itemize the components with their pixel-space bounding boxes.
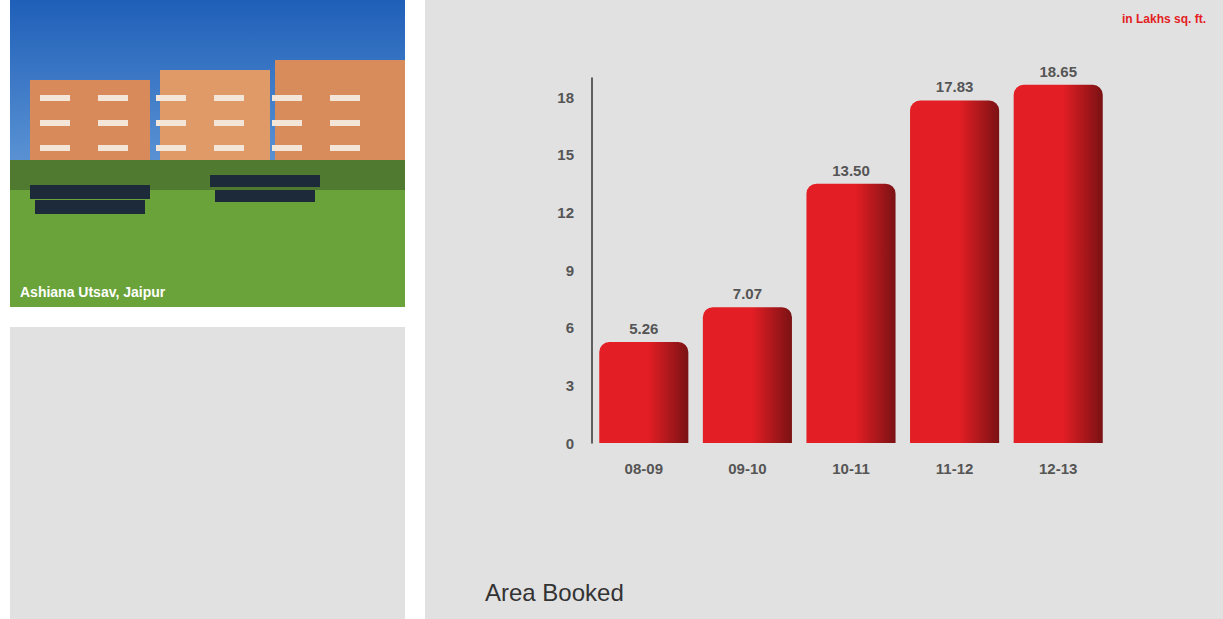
svg-text:7.07: 7.07 [733, 285, 762, 302]
svg-text:13.50: 13.50 [832, 162, 870, 179]
svg-text:09-10: 09-10 [728, 460, 766, 477]
svg-text:3: 3 [566, 377, 574, 394]
svg-text:in Lakhs sq. ft.: in Lakhs sq. ft. [1122, 12, 1206, 26]
svg-text:9: 9 [566, 262, 574, 279]
svg-text:08-09: 08-09 [625, 460, 663, 477]
svg-text:10-11: 10-11 [832, 460, 870, 477]
svg-text:15: 15 [557, 146, 574, 163]
svg-text:Area Booked: Area Booked [485, 579, 624, 606]
svg-text:18: 18 [557, 89, 574, 106]
svg-text:12: 12 [557, 204, 574, 221]
svg-text:11-12: 11-12 [936, 460, 974, 477]
svg-text:Ashiana Utsav, Jaipur: Ashiana Utsav, Jaipur [20, 284, 166, 300]
svg-text:6: 6 [566, 319, 574, 336]
svg-text:18.65: 18.65 [1039, 63, 1077, 80]
svg-text:12-13: 12-13 [1039, 460, 1077, 477]
svg-text:0: 0 [566, 435, 574, 452]
svg-text:17.83: 17.83 [936, 78, 974, 95]
svg-text:5.26: 5.26 [629, 320, 658, 337]
